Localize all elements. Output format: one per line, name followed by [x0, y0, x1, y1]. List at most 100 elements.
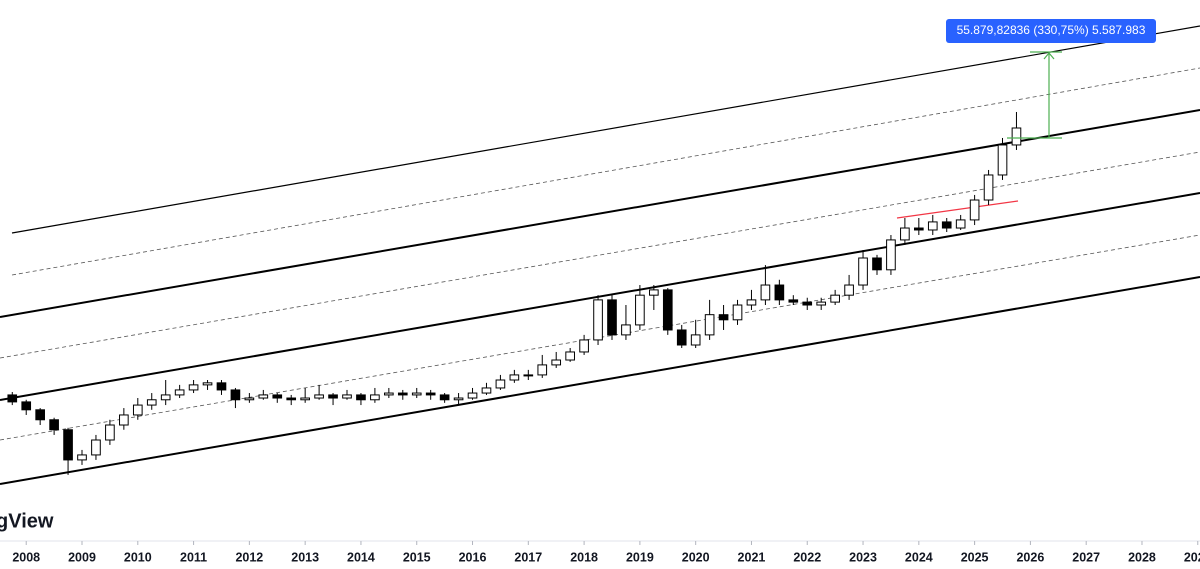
x-tick-label: 2014 — [347, 550, 375, 564]
candle-body — [481, 387, 492, 394]
arrow-head — [1043, 52, 1055, 60]
candle-body — [370, 394, 380, 401]
x-tick-label: 2019 — [626, 550, 654, 564]
x-axis: 2008 2009 2010 2011 2012 2013 2014 2015 2016 2017… — [12, 541, 1200, 564]
candle-body — [21, 401, 32, 411]
candle-body — [132, 404, 143, 416]
candle-body — [119, 414, 129, 426]
candle-body — [635, 294, 645, 326]
candle-body — [676, 329, 687, 346]
candle-body — [593, 299, 603, 341]
candle-body — [718, 314, 729, 321]
candle-body — [788, 299, 799, 303]
candle-body — [537, 364, 548, 376]
candle-body — [858, 257, 868, 286]
x-tick-label: 2010 — [124, 550, 152, 564]
candle-body — [272, 394, 283, 399]
measure-label-box — [946, 19, 1156, 43]
candle-body — [202, 382, 213, 386]
candle-body — [914, 227, 924, 231]
candle-body — [565, 351, 575, 361]
x-tick-label: 2022 — [793, 550, 821, 564]
candle-body — [886, 239, 896, 271]
candle-body — [551, 359, 562, 366]
x-tick-label: 2016 — [459, 550, 487, 564]
x-tick-label: 2017 — [514, 550, 542, 564]
candle-body — [258, 394, 269, 399]
candle-body — [579, 339, 589, 353]
candle-body — [49, 419, 59, 431]
candle-body — [244, 397, 255, 401]
candle-body — [704, 314, 715, 336]
candle-body — [425, 392, 436, 396]
candle-body — [342, 394, 352, 399]
candle-body — [91, 439, 101, 456]
x-tick-label: 2028 — [1128, 550, 1156, 564]
candle-body — [983, 174, 994, 201]
candle-body — [174, 389, 185, 396]
watermark: gView — [0, 510, 54, 532]
candle-body — [774, 284, 785, 301]
candle-body — [997, 144, 1008, 176]
x-tick-label: 2020 — [682, 550, 710, 564]
candle-body — [969, 199, 980, 221]
candle-body — [662, 289, 673, 331]
candle-body — [509, 374, 520, 381]
candle-body — [230, 389, 241, 401]
candle-body — [77, 454, 87, 461]
candle-body — [188, 384, 199, 391]
candle-body — [7, 394, 18, 403]
candle-body — [830, 294, 840, 303]
candle-body — [63, 429, 73, 461]
candle-body — [314, 394, 324, 399]
x-tick-label: 2026 — [1016, 550, 1044, 564]
candle-body — [411, 392, 422, 396]
candle-body — [955, 219, 966, 229]
candle-body — [607, 299, 617, 336]
candle-body — [495, 379, 506, 389]
candle-body — [439, 394, 450, 401]
candle-body — [328, 394, 338, 399]
candle-body — [105, 424, 115, 441]
candle-body — [356, 394, 366, 401]
candle-body — [300, 397, 310, 401]
candle-body — [690, 334, 701, 346]
x-tick-label: 2009 — [68, 550, 96, 564]
channel-line — [0, 276, 1200, 485]
x-tick-label: 2012 — [235, 550, 263, 564]
x-tick-label: 2023 — [849, 550, 877, 564]
candle-body — [160, 394, 171, 401]
candle-body — [746, 299, 757, 306]
candles — [7, 111, 1022, 475]
candle-body — [816, 301, 827, 306]
candle-body — [384, 392, 394, 396]
x-tick-label: 2027 — [1072, 550, 1100, 564]
x-tick-label: 2013 — [291, 550, 319, 564]
candle-body — [146, 399, 157, 406]
channel-line — [0, 192, 1200, 401]
candle-body — [523, 374, 534, 377]
channel-mid-line — [11, 67, 1200, 276]
candle-body — [760, 284, 771, 301]
candle-body — [941, 221, 952, 229]
candle-body — [397, 392, 408, 396]
candle-body — [844, 284, 854, 296]
measure-tool: 55.879,82836 (330,75%) 5.587.983 — [946, 19, 1156, 139]
x-tick-label: 2029 — [1184, 550, 1200, 564]
channel-line — [11, 25, 1200, 234]
candle-body — [900, 227, 910, 241]
resistance-line — [896, 200, 1019, 219]
candle-body — [453, 397, 464, 401]
candle-body — [927, 221, 938, 231]
x-tick-label: 2024 — [905, 550, 933, 564]
x-tick-label: 2025 — [961, 550, 989, 564]
candle-body — [1011, 127, 1022, 146]
measure-label: 55.879,82836 (330,75%) 5.587.983 — [957, 23, 1146, 37]
x-tick-label: 2011 — [180, 550, 207, 564]
candle-body — [802, 301, 813, 306]
x-tick-label: 2018 — [570, 550, 598, 564]
candle-body — [35, 409, 45, 421]
